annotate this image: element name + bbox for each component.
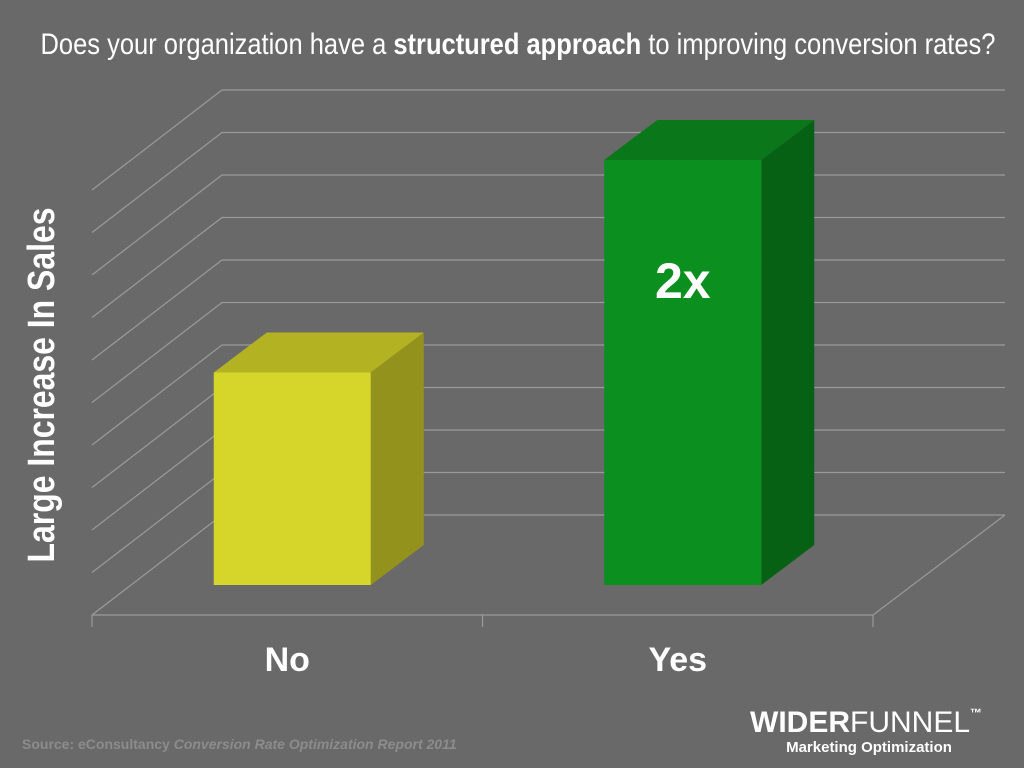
- source: Source: eConsultancy Conversion Rate Opt…: [22, 736, 457, 752]
- bars: 2x: [213, 120, 815, 585]
- value-label: 2x: [655, 253, 711, 309]
- source-prefix: Source: eConsultancy: [22, 736, 174, 752]
- title-bold: structured approach: [393, 28, 641, 61]
- title-part: to improving conversion rates?: [641, 28, 995, 61]
- logo-tagline: Marketing Optimization: [786, 739, 952, 756]
- chart-title: Does your organization have a structured…: [41, 28, 996, 61]
- bar-top: [604, 120, 815, 160]
- x-tick-label: Yes: [648, 641, 707, 679]
- grid-line: [91, 89, 1005, 191]
- title-part: Does your organization have a: [41, 28, 394, 61]
- bar: [604, 160, 762, 585]
- x-tick-label: No: [265, 641, 310, 679]
- y-axis-label: Large Increase In Sales: [21, 208, 63, 563]
- logo-tm: ™: [970, 706, 982, 720]
- bar-side: [761, 120, 815, 585]
- source-report: Conversion Rate Optimization Report 2011: [174, 736, 457, 752]
- bar-top: [213, 332, 424, 373]
- bar: [213, 372, 371, 585]
- logo-left: WIDER: [750, 706, 850, 739]
- logo-right: FUNNEL: [850, 706, 970, 739]
- bar-side: [370, 332, 424, 585]
- logo: WIDERFUNNEL™: [750, 706, 982, 739]
